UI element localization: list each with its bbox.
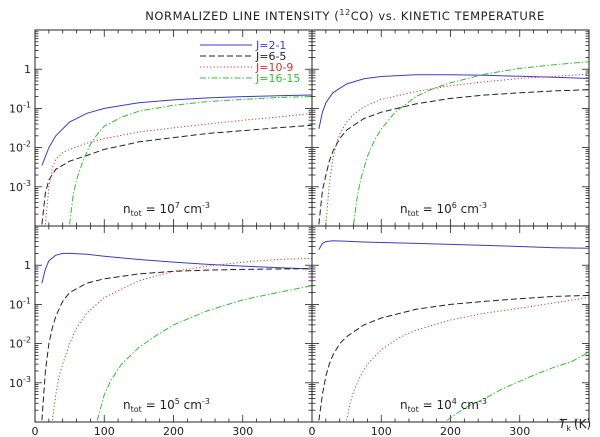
x-tick-label: 100 — [94, 425, 115, 437]
series-j-2-1 — [41, 94, 312, 166]
series-j-6-5 — [41, 268, 312, 421]
y-tick-label-exp: -3 — [23, 375, 31, 384]
x-tick-label: 200 — [440, 425, 461, 437]
series-j-6-5 — [41, 124, 312, 225]
chart-title: NORMALIZED LINE INTENSITY (12CO) vs. KIN… — [145, 8, 545, 23]
density-label-uexp: -3 — [202, 397, 210, 406]
density-label-unit: cm — [180, 202, 202, 216]
y-tick-label-exp: -1 — [23, 296, 31, 305]
y-tick-label-base: 10 — [9, 102, 23, 115]
density-label-exp: 6 — [452, 201, 457, 210]
density-label-sub: tot — [408, 405, 419, 414]
y-tick-label: 1 — [24, 259, 31, 272]
legend-label: J=2-1 — [255, 39, 286, 52]
y-tick-label-base: 1 — [24, 63, 31, 76]
density-label-uexp: -3 — [202, 201, 210, 210]
density-label-unit: cm — [457, 202, 479, 216]
density-label-eq: = 10 — [142, 398, 175, 412]
x-axis-label-sub: k — [566, 424, 571, 433]
density-label-uexp: -3 — [479, 201, 487, 210]
x-axis-label-unit: (K) — [574, 417, 591, 431]
y-tick-label-base: 10 — [9, 338, 23, 351]
panel-2: ntot = 106 cm-3 — [311, 29, 590, 227]
legend: J=2-1J=6-5J=10-9J=16-15 — [200, 39, 300, 85]
y-tick-label-base: 10 — [9, 377, 23, 390]
y-tick-label: 10-1 — [9, 100, 31, 115]
density-label: ntot = 105 cm-3 — [123, 397, 210, 414]
y-tick-label-base: 1 — [24, 259, 31, 272]
x-tick-label: 200 — [163, 425, 184, 437]
x-tick-label: 300 — [509, 425, 530, 437]
density-label: ntot = 106 cm-3 — [400, 201, 487, 218]
density-label-n: n — [400, 398, 408, 412]
y-tick-label: 10-2 — [9, 140, 31, 155]
series-j-2-1 — [318, 74, 589, 130]
legend-label: J=6-5 — [255, 50, 286, 63]
panel-frame — [311, 29, 590, 227]
x-tick-label: 300 — [232, 425, 253, 437]
series-j-2-1 — [41, 252, 312, 284]
series-j-10-9 — [325, 73, 589, 225]
density-label-sub: tot — [131, 405, 142, 414]
series-j-6-5 — [318, 89, 589, 225]
series-j-10-9 — [44, 112, 312, 225]
series-j-16-15 — [96, 285, 312, 421]
series-j-16-15 — [69, 96, 312, 225]
density-label-sub: tot — [408, 209, 419, 218]
density-label-n: n — [123, 202, 131, 216]
y-tick-label: 10-3 — [9, 375, 31, 390]
legend-label: J=16-15 — [255, 72, 300, 85]
y-tick-label: 10-2 — [9, 336, 31, 351]
density-label-eq: = 10 — [419, 202, 452, 216]
density-label: ntot = 107 cm-3 — [123, 201, 210, 218]
panel-frame — [34, 225, 313, 423]
panel-4: 0 100 200 300 ntot = 104 cm-3 — [309, 225, 590, 437]
density-label-eq: = 10 — [142, 202, 175, 216]
density-label-n: n — [123, 398, 131, 412]
density-label-exp: 7 — [175, 201, 180, 210]
y-tick-label: 10-1 — [9, 296, 31, 311]
y-tick-label-exp: -2 — [23, 336, 31, 345]
panel-frame — [311, 225, 590, 423]
y-tick-label-exp: -2 — [23, 140, 31, 149]
y-tick-label: 10-3 — [9, 179, 31, 194]
series-j-10-9 — [51, 257, 312, 421]
density-label-uexp: -3 — [479, 397, 487, 406]
y-tick-label-base: 10 — [9, 181, 23, 194]
series-j-16-15 — [446, 351, 589, 421]
y-tick-label-base: 10 — [9, 298, 23, 311]
density-label-unit: cm — [180, 398, 202, 412]
x-axis-label-main: T — [559, 417, 568, 431]
y-tick-label-exp: -1 — [23, 100, 31, 109]
legend-label: J=10-9 — [255, 61, 293, 74]
density-label-sub: tot — [131, 209, 142, 218]
x-tick-label: 0 — [309, 425, 316, 437]
density-label-exp: 5 — [175, 397, 180, 406]
density-label-n: n — [400, 202, 408, 216]
y-tick-label-base: 10 — [9, 142, 23, 155]
title-superscript: 12 — [339, 8, 350, 17]
title-prefix: NORMALIZED LINE INTENSITY ( — [145, 9, 339, 23]
series-j-16-15 — [353, 61, 589, 225]
y-tick-label: 1 — [24, 63, 31, 76]
title-suffix: CO) vs. KINETIC TEMPERATURE — [351, 9, 545, 23]
x-axis-label: Tk (K) — [559, 417, 591, 433]
x-tick-label: 100 — [371, 425, 392, 437]
density-label-unit: cm — [457, 398, 479, 412]
density-label-eq: = 10 — [419, 398, 452, 412]
y-tick-label-exp: -3 — [23, 179, 31, 188]
density-label: ntot = 104 cm-3 — [400, 397, 487, 414]
series-j-2-1 — [318, 240, 589, 250]
x-tick-label: 0 — [32, 425, 39, 437]
series-j-6-5 — [318, 294, 589, 421]
density-label-exp: 4 — [452, 397, 457, 406]
